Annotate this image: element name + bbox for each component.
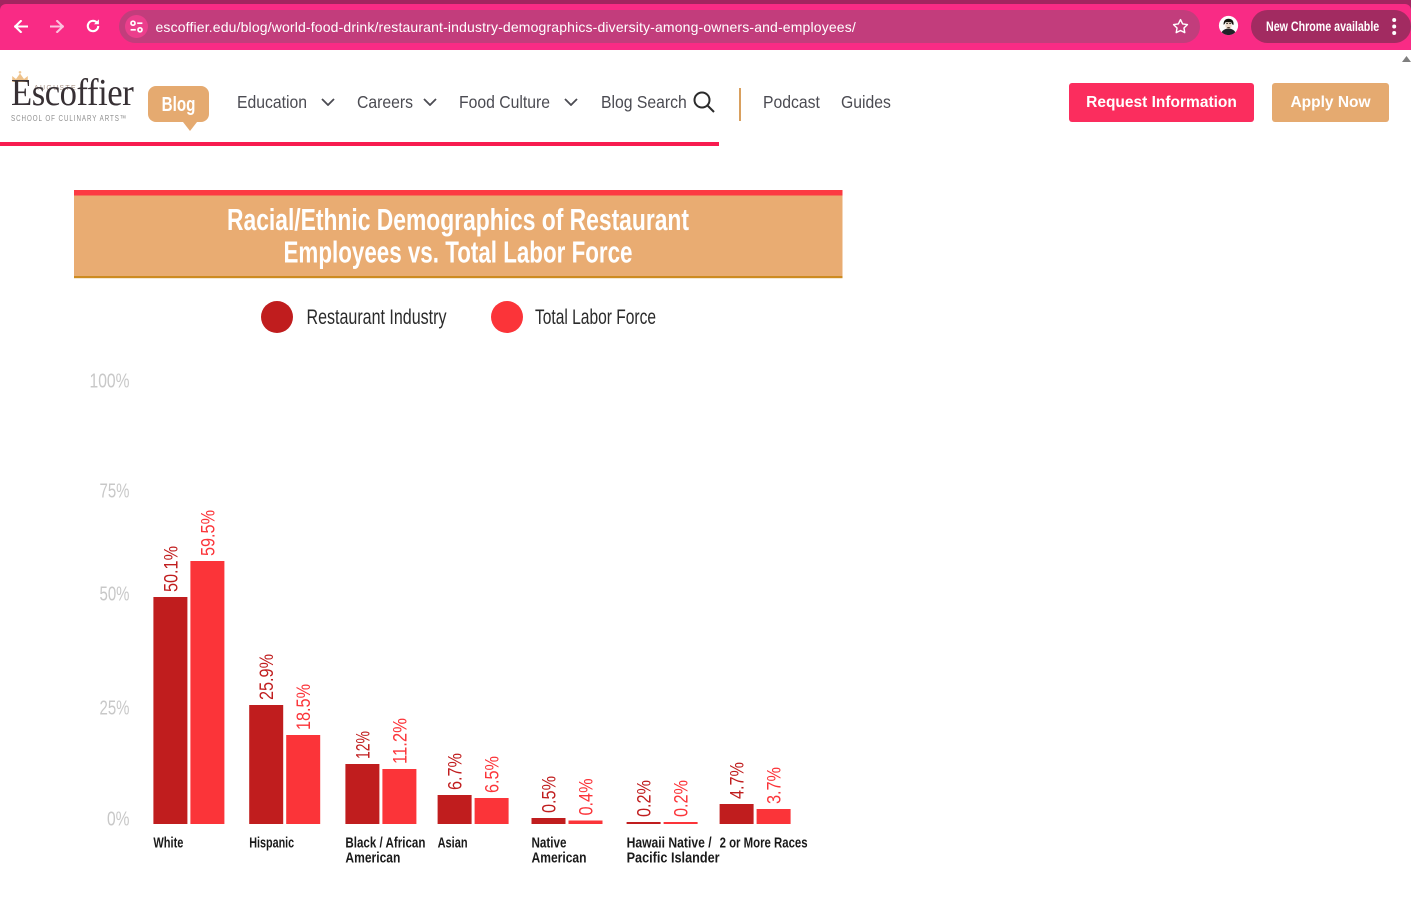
svg-text:White: White — [153, 836, 183, 852]
svg-text:12%: 12% — [353, 731, 374, 759]
svg-text:Pacific Islander: Pacific Islander — [627, 851, 720, 867]
svg-text:18.5%: 18.5% — [294, 684, 315, 730]
svg-text:25.9%: 25.9% — [257, 654, 278, 700]
svg-text:100%: 100% — [90, 370, 130, 393]
svg-text:0.4%: 0.4% — [577, 778, 598, 815]
svg-text:75%: 75% — [100, 480, 130, 503]
svg-text:50.1%: 50.1% — [161, 546, 182, 592]
svg-text:American: American — [345, 851, 400, 867]
svg-text:3.7%: 3.7% — [765, 767, 786, 804]
svg-text:Native: Native — [532, 836, 567, 852]
svg-text:Racial/Ethnic Demographics of: Racial/Ethnic Demographics of Restaurant — [227, 203, 689, 237]
svg-text:59.5%: 59.5% — [198, 510, 219, 556]
svg-text:0.5%: 0.5% — [540, 776, 561, 813]
svg-text:Employees vs. Total Labor Forc: Employees vs. Total Labor Force — [284, 236, 633, 270]
svg-text:2 or More Races: 2 or More Races — [720, 836, 808, 852]
svg-text:4.7%: 4.7% — [728, 762, 749, 799]
svg-text:Asian: Asian — [438, 836, 468, 852]
svg-text:Black / African: Black / African — [345, 836, 425, 852]
svg-text:Restaurant Industry: Restaurant Industry — [307, 306, 447, 329]
svg-text:6.5%: 6.5% — [483, 756, 504, 793]
svg-text:25%: 25% — [100, 697, 130, 720]
svg-text:Hawaii Native /: Hawaii Native / — [627, 836, 712, 852]
svg-text:Total Labor Force: Total Labor Force — [535, 306, 656, 329]
svg-text:6.7%: 6.7% — [446, 753, 467, 790]
svg-text:50%: 50% — [100, 583, 130, 606]
svg-text:0.2%: 0.2% — [635, 780, 656, 817]
svg-text:0%: 0% — [107, 808, 130, 831]
svg-text:Hispanic: Hispanic — [249, 836, 294, 852]
svg-text:0.2%: 0.2% — [672, 780, 693, 817]
svg-text:11.2%: 11.2% — [390, 718, 411, 764]
svg-text:American: American — [532, 851, 587, 867]
